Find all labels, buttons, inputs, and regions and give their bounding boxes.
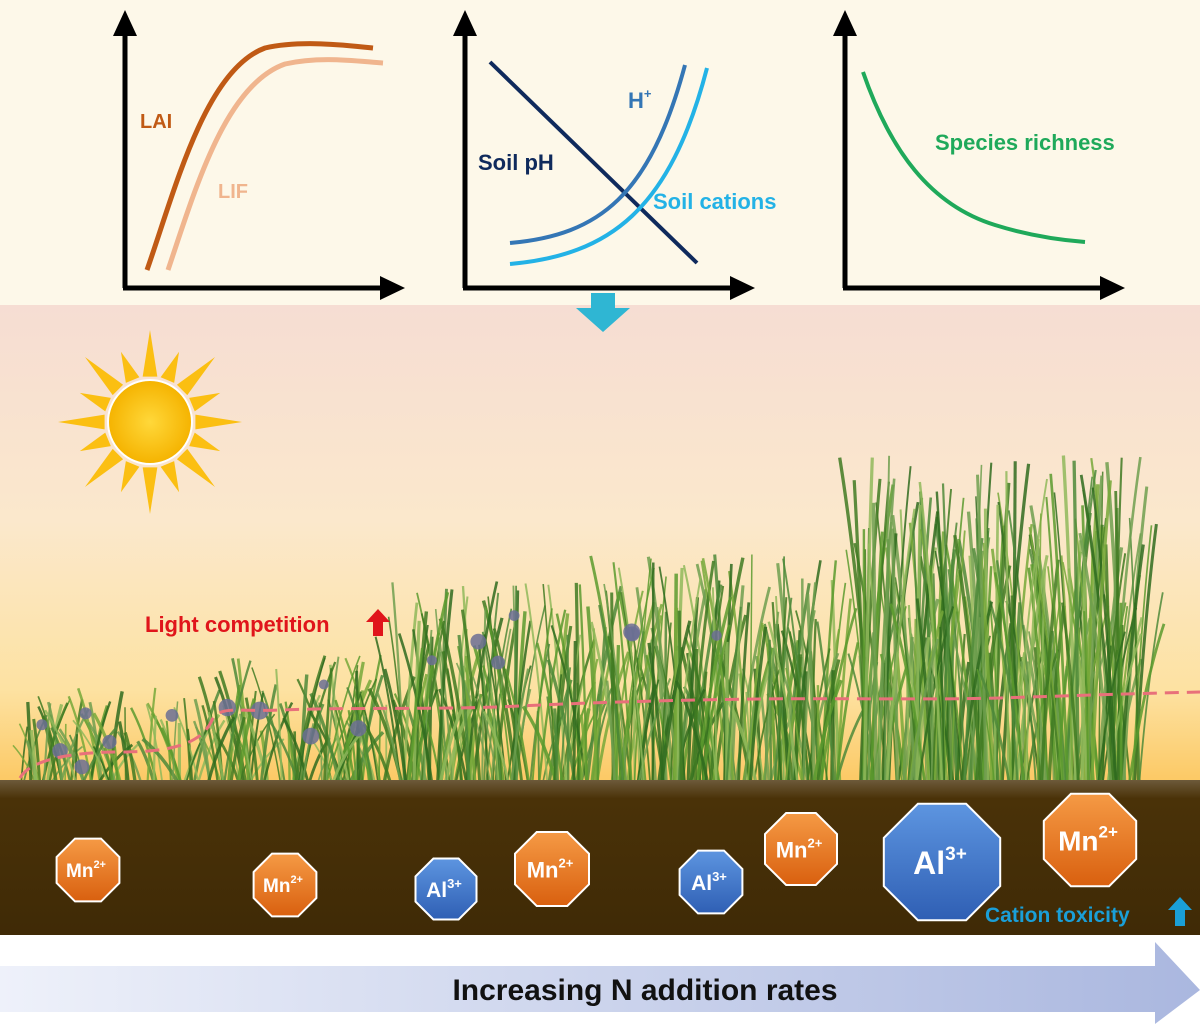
- mn-ion: Mn2+: [57, 839, 120, 902]
- h-plus-base: H: [628, 88, 644, 113]
- ion-base: Mn: [527, 857, 559, 882]
- soil-ph-label: Soil pH: [478, 150, 554, 175]
- ion-charge: 3+: [712, 869, 727, 884]
- ion-charge: 2+: [93, 859, 106, 871]
- flower-head: [166, 709, 179, 722]
- flower-head: [36, 719, 47, 730]
- grass-blade: [574, 641, 575, 782]
- flower-head: [509, 610, 520, 621]
- h-plus-sup: +: [644, 86, 652, 101]
- flower-head: [219, 699, 236, 716]
- sun-icon: [58, 330, 242, 514]
- ion-base: Al: [913, 845, 945, 881]
- species-richness-label: Species richness: [935, 130, 1115, 155]
- flower-head: [102, 735, 116, 749]
- ion-base: Al: [426, 879, 447, 902]
- soil-cations-label: Soil cations: [653, 189, 776, 214]
- flower-head: [427, 655, 437, 665]
- ion-base: Mn: [263, 876, 290, 897]
- ion-base: Mn: [1058, 826, 1098, 857]
- mn-ion: Mn2+: [1044, 794, 1136, 886]
- flower-head: [470, 634, 486, 650]
- grass-blade: [125, 707, 126, 782]
- grass-blade: [695, 649, 696, 782]
- al-ion: Al3+: [416, 859, 477, 920]
- mn-ion: Mn2+: [515, 832, 589, 906]
- lif-label: LIF: [218, 181, 248, 203]
- ion-charge: 2+: [558, 855, 573, 870]
- light-competition-label: Light competition: [145, 612, 330, 637]
- cation-toxicity-label: Cation toxicity: [985, 904, 1130, 927]
- grass-blade: [874, 503, 876, 782]
- ion-charge: 2+: [1099, 823, 1118, 842]
- grass-blade: [679, 611, 681, 782]
- grass-blade: [568, 635, 569, 782]
- grass-blade: [289, 725, 290, 782]
- mn-ion: Mn2+: [254, 854, 317, 917]
- flower-head: [319, 680, 329, 690]
- ion-charge: 2+: [807, 835, 822, 850]
- ion-charge: 2+: [290, 874, 303, 886]
- bottom-arrow-label: Increasing N addition rates: [452, 974, 837, 1007]
- lai-label: LAI: [140, 111, 172, 133]
- flower-head: [623, 624, 640, 641]
- al-ion: Al3+: [884, 804, 1000, 920]
- flower-head: [80, 707, 92, 719]
- ion-charge: 3+: [945, 844, 967, 865]
- ion-base: Mn: [66, 861, 93, 882]
- ion-charge: 3+: [447, 876, 462, 891]
- al-ion: Al3+: [680, 851, 743, 914]
- mn-ion: Mn2+: [765, 813, 837, 885]
- ion-base: Mn: [776, 837, 808, 862]
- flower-head: [350, 720, 366, 736]
- flower-head: [74, 760, 89, 775]
- flower-head: [711, 630, 721, 640]
- n-addition-arrow: Increasing N addition rates: [0, 942, 1200, 1024]
- ion-base: Al: [691, 872, 712, 895]
- flower-head: [302, 728, 319, 745]
- flower-head: [491, 656, 505, 670]
